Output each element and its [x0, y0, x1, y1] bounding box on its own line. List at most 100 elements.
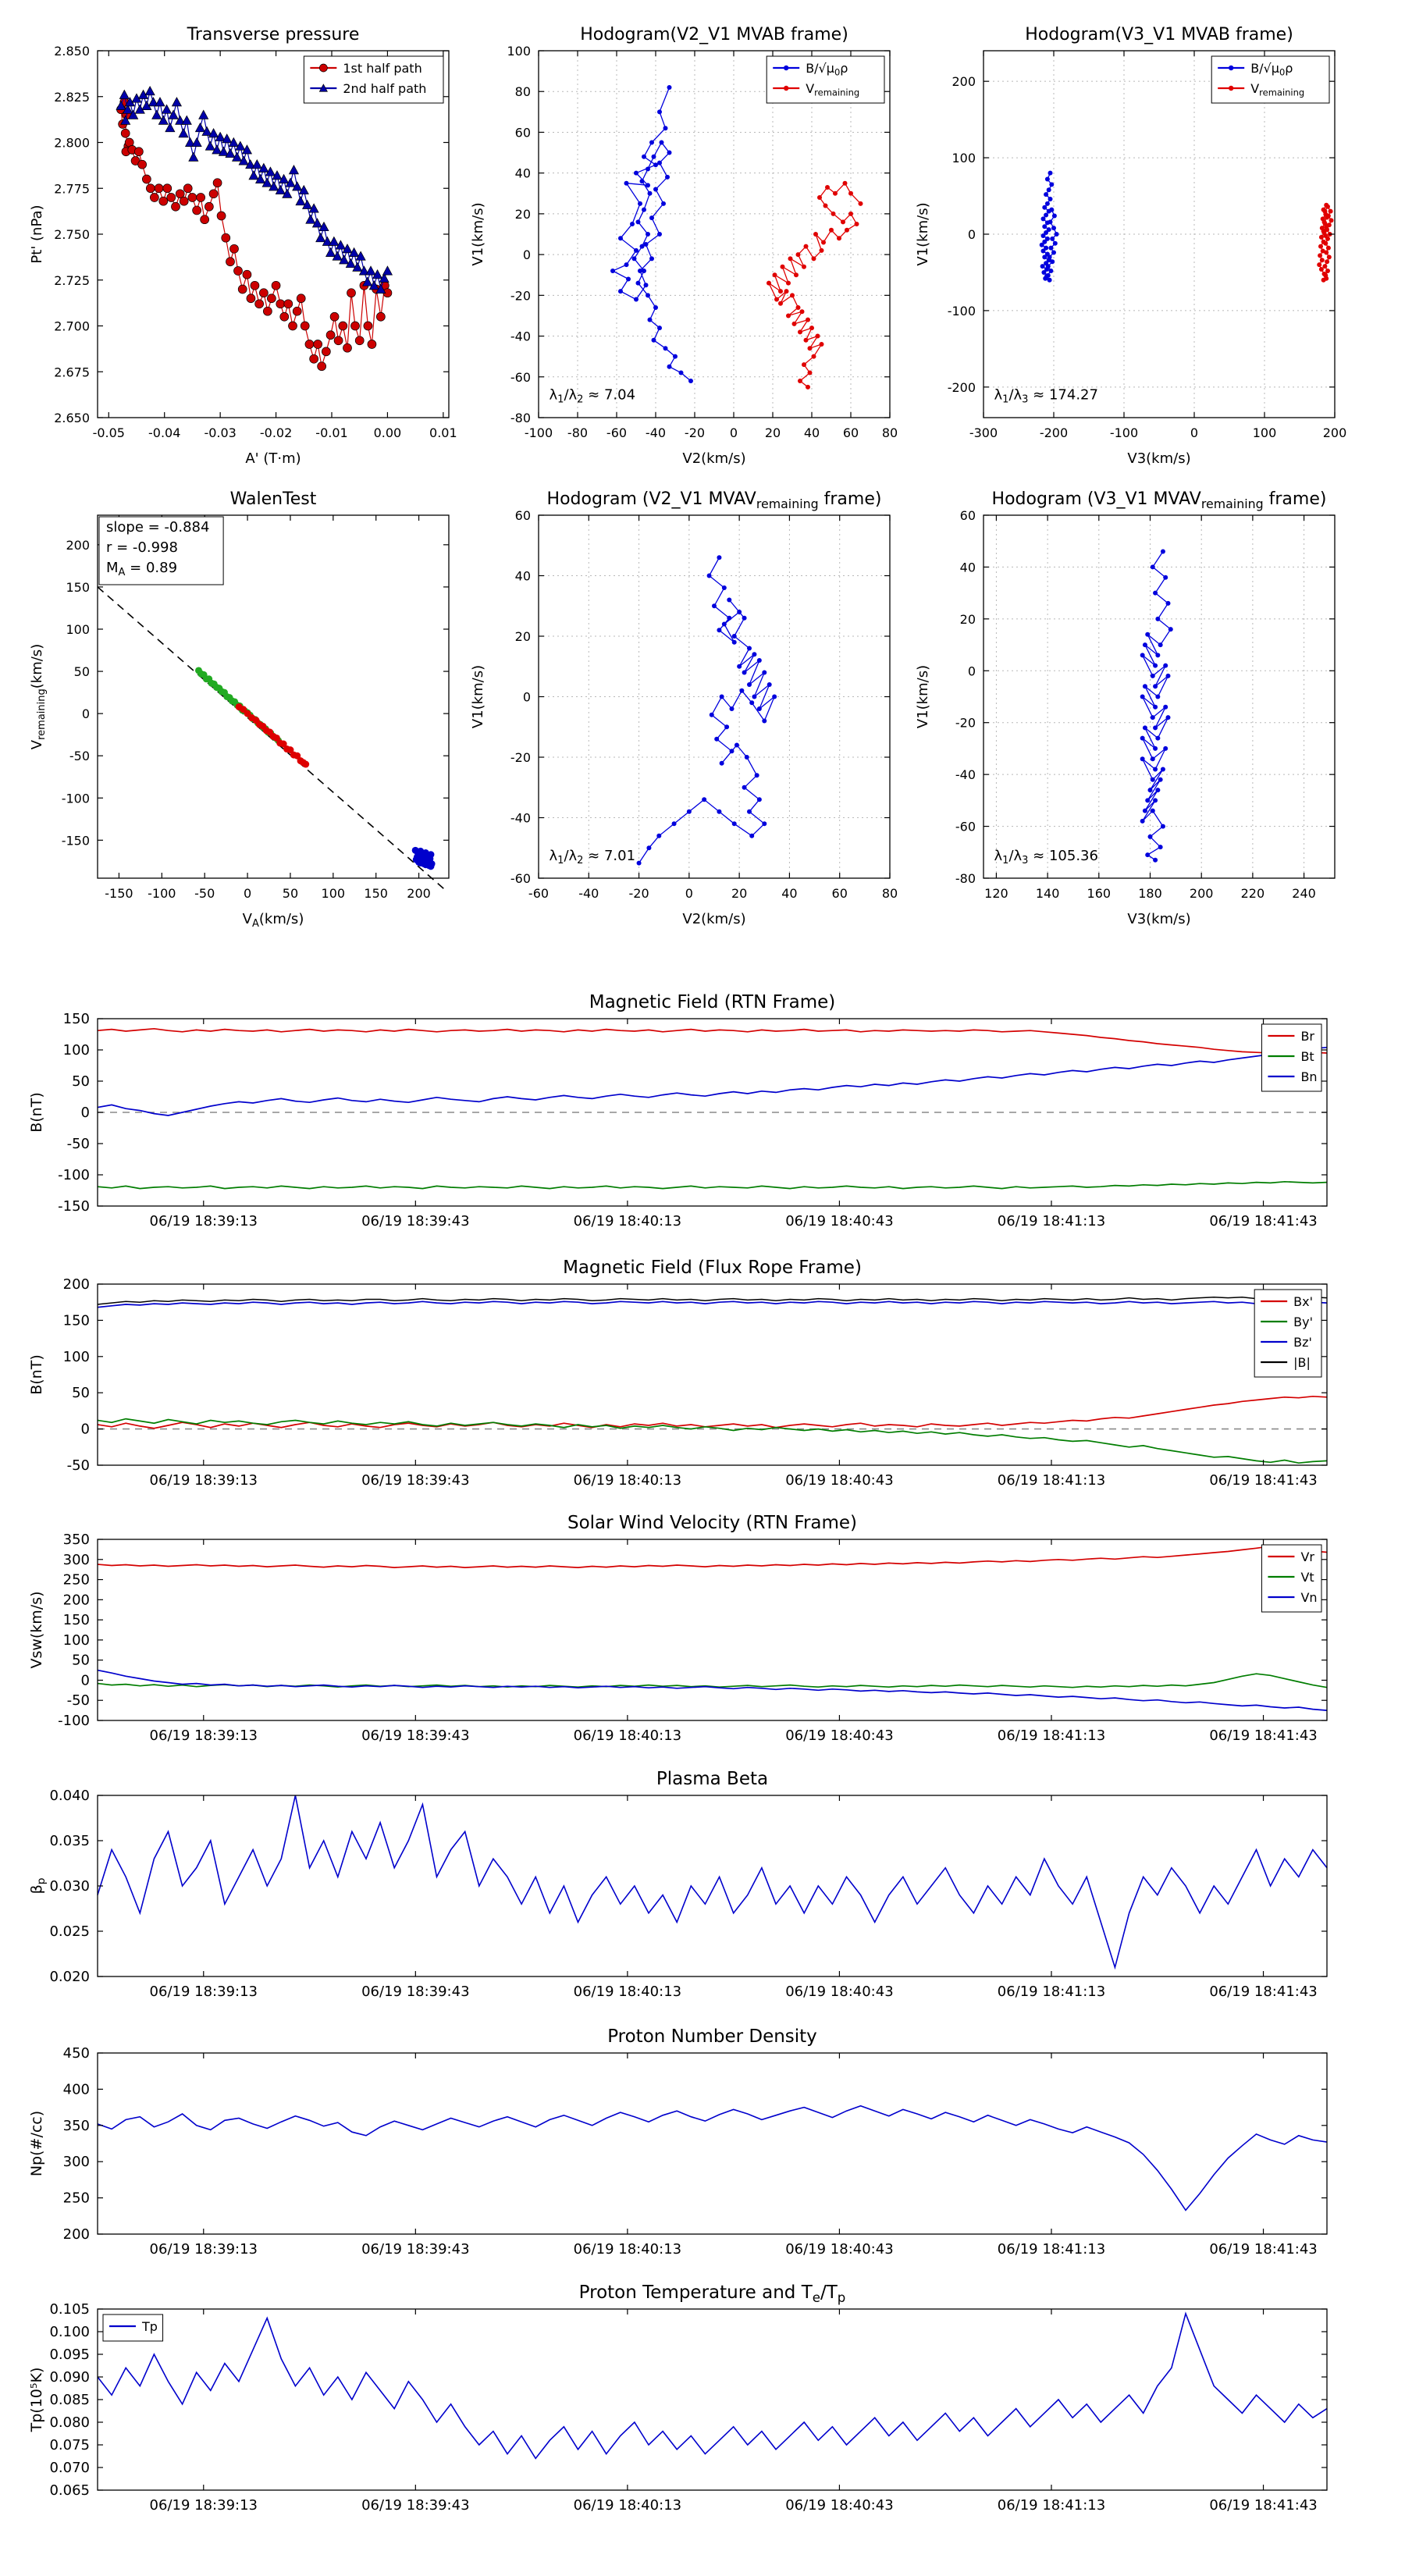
- x-tick-label: 06/19 18:41:43: [1209, 1984, 1317, 2000]
- x-tick-label: 06/19 18:39:13: [150, 1213, 258, 1229]
- series-Np: [97, 2105, 1328, 2211]
- chart-title: Magnetic Field (RTN Frame): [589, 992, 836, 1012]
- y-tick-label: 2.675: [54, 365, 90, 379]
- x-tick-label: 180: [1138, 886, 1162, 901]
- x-tick-label: 06/19 18:39:13: [150, 1472, 258, 1489]
- x-tick-label: 0: [685, 886, 693, 901]
- y-tick-label: 150: [63, 1312, 90, 1329]
- y-tick-label: 0.100: [49, 2324, 90, 2340]
- y-tick-label: 250: [63, 2190, 90, 2207]
- y-tick-label: 0.065: [49, 2482, 90, 2499]
- x-tick-label: 06/19 18:40:43: [785, 2497, 893, 2514]
- series-|B|: [97, 1296, 1328, 1305]
- y-tick-label: 0.080: [49, 2414, 90, 2431]
- y-tick-label: -80: [955, 871, 976, 886]
- axes-box: [97, 1539, 1328, 1721]
- series-Tp: [97, 2311, 1328, 2460]
- y-axis-label: Pt' (nPa): [29, 205, 45, 263]
- chart-proton_density: 06/19 18:39:13 06/19 18:39:43 06/19 18:40:…: [28, 2026, 1328, 2258]
- chart-transverse_pressure: -0.05 -0.04 -0.03 -0.02 -0.01 0.00 0.01 2.650 2.…: [29, 25, 457, 467]
- fit-info-box: [98, 516, 224, 585]
- chart-proton_temp: 06/19 18:39:13 06/19 18:39:43 06/19 18:40:…: [28, 2282, 1328, 2514]
- y-tick-label: 2.825: [54, 90, 90, 105]
- chart-plasma_beta: 06/19 18:39:13 06/19 18:39:43 06/19 18:40:…: [28, 1769, 1328, 2000]
- y-tick-label: -200: [948, 380, 976, 395]
- y-tick-label: -150: [62, 833, 90, 848]
- y-tick-label: 2.800: [54, 136, 90, 151]
- x-tick-label: 06/19 18:41:13: [998, 1984, 1105, 2000]
- series-Bt: [97, 1180, 1328, 1190]
- x-tick-label: 06/19 18:41:13: [998, 2497, 1105, 2514]
- x-tick-label: 240: [1292, 886, 1316, 901]
- chart-title: Proton Number Density: [607, 2026, 817, 2047]
- x-tick-label: 06/19 18:39:43: [361, 1472, 469, 1489]
- x-tick-label: 40: [804, 425, 820, 440]
- legend: 1st half path 2nd half path: [303, 55, 444, 104]
- y-tick-label: 200: [951, 74, 976, 89]
- y-axis-label: B(nT): [28, 1092, 45, 1133]
- y-tick-label: -40: [955, 767, 976, 782]
- axes-box: [97, 2052, 1328, 2235]
- x-tick-label: 06/19 18:40:43: [785, 1984, 893, 2000]
- x-tick-label: 80: [882, 425, 898, 440]
- y-tick-label: 350: [63, 1532, 90, 1548]
- x-tick-label: 06/19 18:40:43: [785, 1213, 893, 1229]
- series-V_remaining: [1318, 205, 1332, 282]
- x-tick-label: -100: [148, 886, 176, 901]
- x-tick-label: -60: [528, 886, 549, 901]
- x-axis-label: V3(km/s): [1127, 911, 1190, 927]
- legend: B/√μ0ρ Vremaining: [1211, 55, 1330, 104]
- y-tick-label: 50: [72, 1385, 90, 1401]
- x-tick-label: -0.01: [315, 425, 347, 440]
- y-tick-label: 2.775: [54, 181, 90, 196]
- y-tick-label: 200: [63, 1592, 90, 1608]
- y-tick-label: 0.090: [49, 2369, 90, 2386]
- y-tick-label: 0.070: [49, 2460, 90, 2476]
- series-By': [97, 1418, 1328, 1464]
- y-tick-label: 20: [515, 207, 531, 222]
- chart-walen_test: -150 -100 -50 0 50 100 150 200 -150 -100 -50 0 50 100…: [29, 489, 450, 930]
- y-tick-label: 0.035: [49, 1833, 90, 1849]
- y-tick-label: -80: [510, 411, 531, 425]
- y-tick-label: 100: [951, 151, 976, 165]
- legend-entry-label: Bt: [1300, 1049, 1314, 1064]
- y-tick-label: 20: [515, 629, 531, 644]
- x-tick-label: 06/19 18:40:13: [574, 2241, 681, 2258]
- series-Bz': [97, 1300, 1328, 1308]
- x-tick-label: -60: [606, 425, 627, 440]
- legend-entry-label: Bz': [1293, 1335, 1312, 1350]
- x-tick-label: 06/19 18:39:43: [361, 2497, 469, 2514]
- y-tick-label: 0.095: [49, 2347, 90, 2363]
- x-tick-label: -200: [1040, 425, 1068, 440]
- y-tick-label: 100: [507, 44, 531, 59]
- y-tick-label: 40: [960, 560, 976, 575]
- x-tick-label: 06/19 18:40:43: [785, 1727, 893, 1744]
- series-Bx': [97, 1395, 1328, 1429]
- legend-entry-label: Bx': [1293, 1294, 1313, 1309]
- x-axis-label: VA(km/s): [243, 911, 304, 930]
- x-tick-label: -0.02: [260, 425, 292, 440]
- chart-hodogram_v3v1_mvab: -300 -200 -100 0 100 200 -200 -100 0 100 200 Hodogr…: [915, 25, 1346, 467]
- x-tick-label: 06/19 18:41:43: [1209, 1472, 1317, 1489]
- y-axis-label: V1(km/s): [915, 665, 931, 728]
- legend-entry-label: B/√μ0ρ: [1250, 61, 1293, 78]
- x-tick-label: 20: [731, 886, 747, 901]
- x-axis-label: V3(km/s): [1127, 450, 1190, 467]
- x-tick-label: 06/19 18:41:13: [998, 1472, 1105, 1489]
- y-tick-label: 200: [66, 538, 90, 553]
- y-tick-label: 0.085: [49, 2392, 90, 2408]
- y-tick-label: 0.040: [49, 1788, 90, 1804]
- y-axis-label: V1(km/s): [470, 665, 486, 728]
- legend-entry-label: B/√μ0ρ: [806, 61, 848, 78]
- y-tick-label: 2.750: [54, 227, 90, 242]
- chart-title: Hodogram(V2_V1 MVAB frame): [580, 25, 848, 44]
- x-axis-label: V2(km/s): [682, 450, 745, 467]
- chart-title: Hodogram (V3_V1 MVAVremaining frame): [992, 489, 1327, 511]
- x-tick-label: -40: [646, 425, 666, 440]
- x-tick-label: 200: [407, 886, 431, 901]
- legend-entry-label: Bn: [1300, 1069, 1317, 1084]
- eigenvalue-annotation: λ1/λ3 ≈ 105.36: [994, 848, 1098, 866]
- y-axis-label: Tp(10⁵K): [28, 2368, 45, 2433]
- chart-hodogram_v2v1_mvav: -60 -40 -20 0 20 40 60 80 -60 -40 -20 0 20 40 60 Hodogr…: [470, 489, 898, 927]
